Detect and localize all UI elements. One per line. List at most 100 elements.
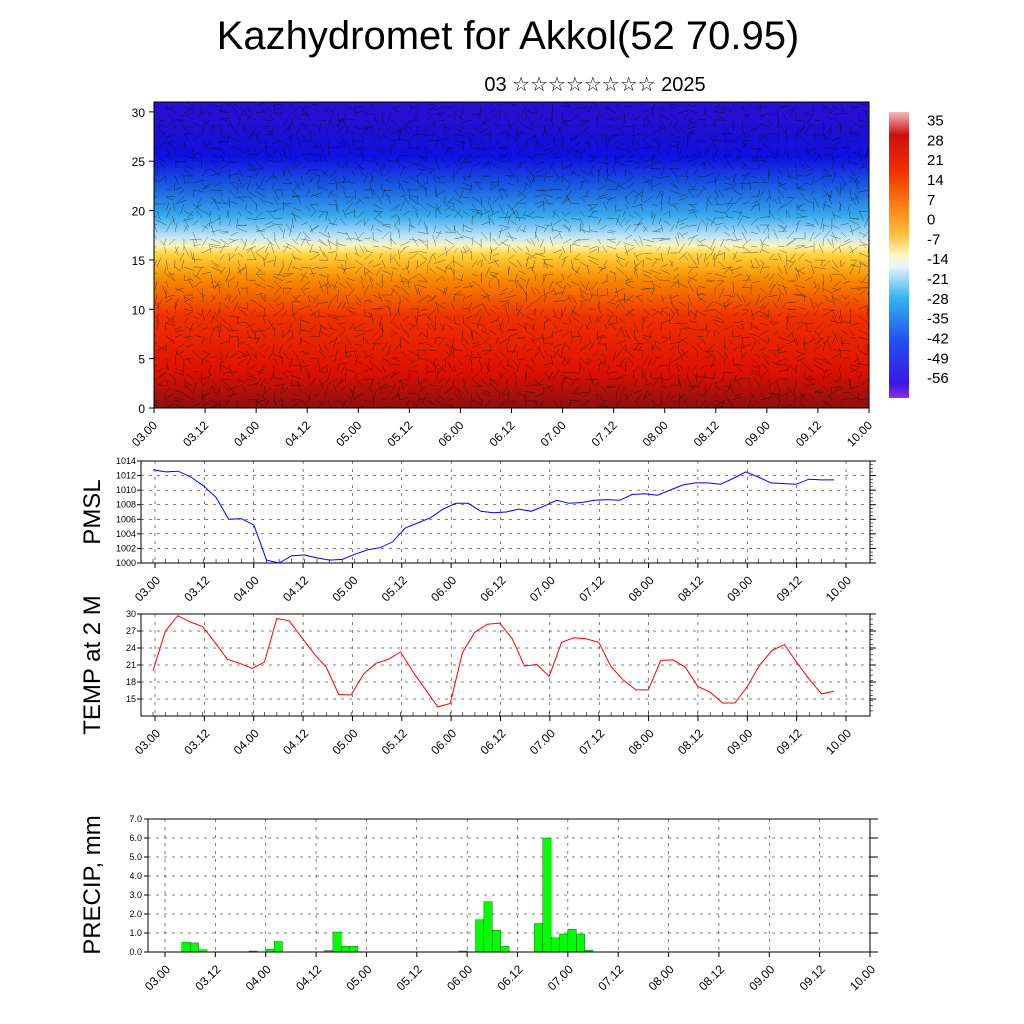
precip-bar bbox=[559, 933, 569, 953]
x-tick-label: 03.12 bbox=[181, 573, 212, 604]
precip-bar bbox=[273, 941, 283, 953]
temp-axis-label: TEMP at 2 M bbox=[79, 595, 106, 735]
x-tick-label: 06.12 bbox=[477, 573, 508, 604]
precip-bar bbox=[341, 946, 350, 953]
wind-vectors bbox=[154, 102, 869, 408]
y-tick-label: 1004 bbox=[116, 529, 136, 539]
x-tick-label: 07.00 bbox=[527, 726, 558, 757]
x-tick-label: 05.12 bbox=[379, 726, 410, 757]
y-tick-label: 1.0 bbox=[129, 928, 142, 938]
x-tick-label: 08.00 bbox=[640, 418, 671, 449]
precip-bar bbox=[190, 942, 199, 953]
chart-title: Kazhydromet for Akkol(52 70.95) bbox=[216, 14, 800, 58]
x-tick-label: 07.12 bbox=[576, 726, 607, 757]
y-tick-label: 27 bbox=[126, 626, 136, 636]
colorbar-label: -7 bbox=[927, 231, 940, 248]
y-tick-label: 21 bbox=[126, 660, 136, 670]
y-tick-label: 6.0 bbox=[129, 833, 142, 843]
x-tick-label: 04.12 bbox=[280, 726, 311, 757]
x-tick-label: 09.12 bbox=[793, 418, 824, 449]
colorbar-label: 21 bbox=[927, 152, 944, 169]
y-tick-label: 24 bbox=[126, 643, 136, 653]
x-tick-label: 05.00 bbox=[333, 418, 364, 449]
temperature-field bbox=[154, 102, 869, 408]
y-tick-label: 20 bbox=[132, 205, 146, 219]
precip-bar bbox=[550, 937, 560, 953]
y-tick-label: 30 bbox=[126, 609, 136, 619]
x-tick-label: 04.12 bbox=[293, 962, 324, 993]
x-tick-label: 10.00 bbox=[823, 726, 854, 757]
x-tick-label: 04.00 bbox=[243, 962, 274, 993]
colorbar bbox=[889, 112, 909, 398]
y-tick-label: 1014 bbox=[116, 456, 136, 466]
x-tick-label: 06.12 bbox=[494, 962, 525, 993]
cross-section-panel: 0 5 10 15 20 25 30 03.00 03.12 04.00 04.12 05.00 05.… bbox=[129, 101, 949, 449]
colorbar-label: -56 bbox=[927, 370, 949, 387]
x-tick-label: 05.12 bbox=[384, 418, 415, 449]
x-tick-label: 03.12 bbox=[180, 418, 211, 449]
x-tick-label: 10.00 bbox=[847, 962, 878, 993]
y-tick-label: 0.0 bbox=[129, 947, 142, 957]
x-tick-label: 08.12 bbox=[675, 726, 706, 757]
x-tick-label: 07.12 bbox=[576, 573, 607, 604]
x-tick-label: 06.00 bbox=[428, 726, 459, 757]
temperature-shading bbox=[154, 102, 869, 408]
x-tick-label: 06.12 bbox=[486, 418, 517, 449]
y-tick-label: 1012 bbox=[116, 471, 136, 481]
x-tick-label: 06.00 bbox=[428, 573, 459, 604]
y-tick-label: 1000 bbox=[116, 558, 136, 568]
y-tick-label: 0 bbox=[138, 402, 145, 416]
x-tick-label: 05.12 bbox=[379, 573, 410, 604]
x-tick-label: 09.12 bbox=[774, 726, 805, 757]
precip-bar bbox=[483, 901, 493, 953]
precip-bar bbox=[475, 919, 485, 953]
x-tick-label: 10.00 bbox=[823, 573, 854, 604]
y-tick-label: 5.0 bbox=[129, 852, 142, 862]
x-tick-label: 07.00 bbox=[538, 418, 569, 449]
y-tick-label: 7.0 bbox=[129, 814, 142, 824]
y-tick-label: 15 bbox=[132, 254, 146, 268]
x-tick-label: 05.00 bbox=[329, 573, 360, 604]
y-tick-label: 1006 bbox=[116, 514, 136, 524]
x-tick-label: 05.12 bbox=[394, 962, 425, 993]
pmsl-panel: 1000 1002 1004 1006 1008 1010 1012 1014 03.00 03.… bbox=[79, 456, 876, 604]
x-tick-label: 08.00 bbox=[626, 573, 657, 604]
x-tick-label: 07.12 bbox=[595, 962, 626, 993]
y-tick-label: 1010 bbox=[116, 485, 136, 495]
x-tick-label: 04.12 bbox=[282, 418, 313, 449]
y-tick-label: 10 bbox=[132, 303, 146, 317]
y-tick-label: 1002 bbox=[116, 543, 136, 553]
precip-bar bbox=[332, 931, 342, 953]
precip-frame bbox=[147, 818, 871, 953]
precip-bar bbox=[542, 837, 552, 953]
precip-bar bbox=[492, 929, 501, 953]
temp-series-line bbox=[152, 615, 835, 708]
precip-bar bbox=[534, 923, 543, 953]
x-tick-label: 09.00 bbox=[724, 726, 755, 757]
y-tick-label: 4.0 bbox=[129, 871, 142, 881]
colorbar-label: 14 bbox=[927, 172, 944, 189]
precip-bar bbox=[567, 929, 577, 953]
pmsl-axis-label: PMSL bbox=[79, 479, 106, 544]
precip-bar bbox=[181, 941, 191, 953]
precip-bar bbox=[500, 946, 510, 953]
upper-level-shading bbox=[154, 102, 869, 124]
colorbar-label: 0 bbox=[927, 212, 935, 229]
x-tick-label: 03.00 bbox=[129, 418, 160, 449]
x-tick-label: 09.00 bbox=[742, 418, 773, 449]
y-tick-label: 15 bbox=[126, 694, 136, 704]
x-tick-label: 06.00 bbox=[435, 418, 466, 449]
x-tick-label: 04.00 bbox=[231, 418, 262, 449]
x-tick-label: 03.00 bbox=[142, 962, 173, 993]
chart-subtitle: 03 ☆☆☆☆☆☆☆☆ 2025 bbox=[484, 74, 706, 96]
x-tick-label: 05.00 bbox=[329, 726, 360, 757]
precip-axis-label: PRECIP, mm bbox=[79, 815, 106, 955]
y-tick-label: 3.0 bbox=[129, 890, 142, 900]
x-tick-label: 03.00 bbox=[132, 726, 163, 757]
temp-frame bbox=[140, 613, 871, 717]
colorbar-label: -28 bbox=[927, 291, 949, 308]
precip-bar bbox=[349, 946, 359, 953]
x-tick-label: 03.12 bbox=[192, 962, 223, 993]
y-tick-label: 1008 bbox=[116, 500, 136, 510]
x-tick-label: 10.00 bbox=[844, 418, 875, 449]
